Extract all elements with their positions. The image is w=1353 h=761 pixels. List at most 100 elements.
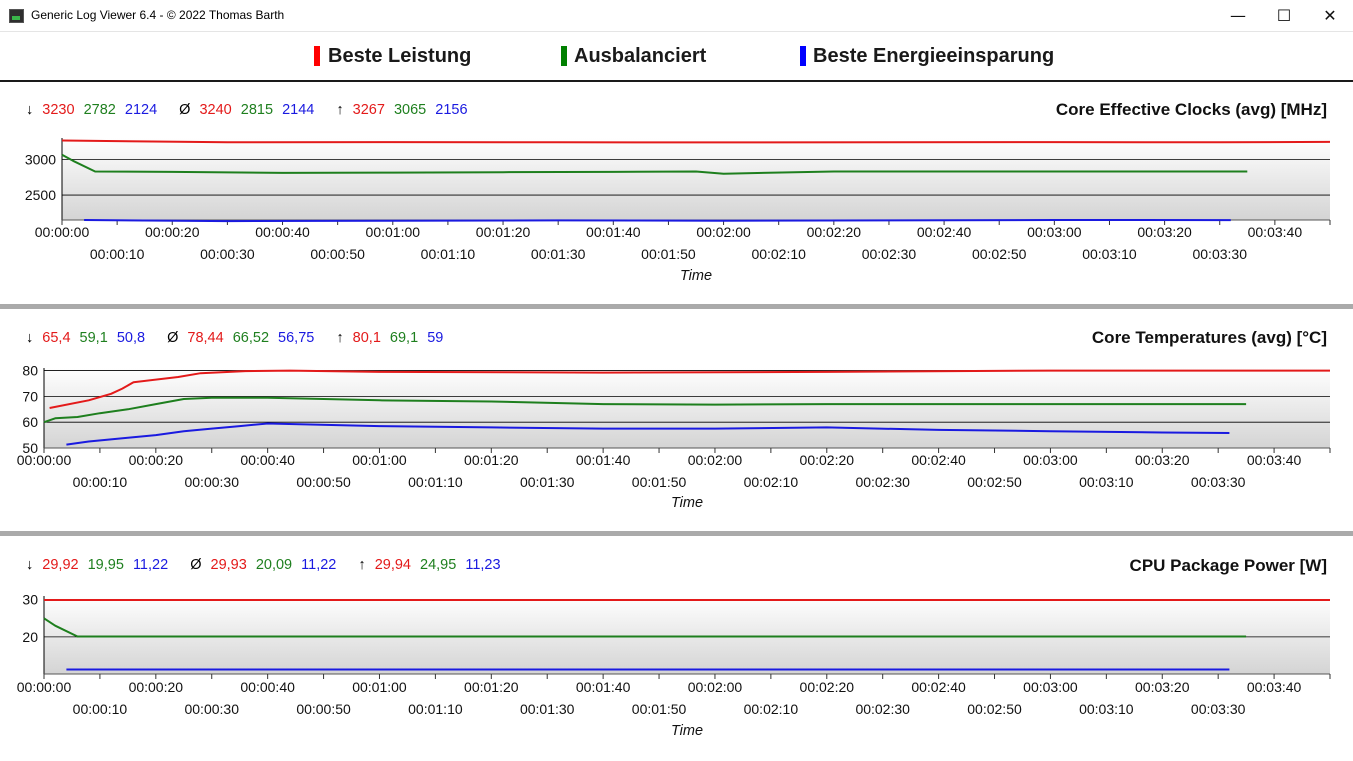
stat-min-blue: 11,22: [132, 557, 169, 573]
x-tick-label: 00:01:00: [366, 224, 421, 240]
x-tick-label: 00:00:20: [129, 452, 184, 468]
y-tick-label: 80: [22, 363, 38, 379]
x-tick-label: 00:02:40: [911, 452, 966, 468]
x-tick-label: 00:01:50: [632, 701, 687, 717]
stat-min-blue: 50,8: [116, 330, 146, 346]
stat-min-red: 29,92: [42, 557, 79, 573]
stat-max-red: 3267: [352, 102, 385, 118]
y-tick-label: 3000: [25, 151, 56, 167]
x-tick-label: 00:00:00: [35, 224, 90, 240]
chart-core-temperatures[interactable]: 50 60 70 80 00:00:00 00:00:20 00:00:40 00:01:00…: [0, 350, 1353, 530]
legend-label-beste-energieeinsparung: Beste Energieeinsparung: [813, 45, 1055, 67]
x-axis-title: Time: [671, 495, 703, 511]
stat-avg-green: 2815: [240, 102, 274, 118]
chart-core-clocks[interactable]: 2500 3000 00:00:00 00:00:20 00:00:40 00:01:00…: [0, 120, 1353, 300]
x-tick-label: 00:01:00: [352, 452, 407, 468]
series-line-beste-energieeinsparung: [66, 422, 1230, 446]
x-tick-label: 00:02:20: [807, 224, 862, 240]
avg-symbol: Ø: [190, 557, 202, 573]
x-tick-label: 00:01:30: [531, 246, 586, 262]
app-icon: [9, 9, 24, 23]
panel-divider[interactable]: [0, 531, 1353, 536]
x-tick-label: 00:00:30: [184, 474, 239, 490]
x-tick-label: 00:00:40: [240, 679, 295, 695]
stat-avg-red: 29,93: [210, 557, 247, 573]
stat-max-red: 80,1: [352, 330, 381, 346]
x-tick-label: 00:00:20: [129, 679, 184, 695]
max-symbol: ↑: [336, 330, 344, 346]
x-tick-label: 00:02:40: [911, 679, 966, 695]
stat-max-green: 3065: [393, 102, 427, 118]
x-tick-label: 00:02:50: [972, 246, 1027, 262]
legend: Beste Leistung Ausbalanciert Beste Energ…: [0, 32, 1353, 82]
x-tick-label: 00:03:40: [1247, 679, 1302, 695]
series-line-beste-leistung: [49, 369, 1330, 409]
window-title: Generic Log Viewer 6.4 - © 2022 Thomas B…: [31, 8, 285, 22]
x-tick-label: 00:00:30: [184, 701, 239, 717]
x-tick-label: 00:01:40: [576, 452, 631, 468]
stat-avg-green: 66,52: [232, 330, 270, 346]
x-tick-label: 00:01:50: [632, 474, 687, 490]
stat-avg-green: 20,09: [255, 557, 293, 573]
x-tick-label: 00:00:00: [17, 679, 72, 695]
x-tick-label: 00:01:10: [408, 701, 463, 717]
series-line-ausbalanciert: [43, 396, 1247, 424]
x-tick-label: 00:02:30: [855, 701, 910, 717]
x-tick-label: 00:00:10: [73, 701, 128, 717]
stat-avg-red: 78,44: [187, 330, 224, 346]
panel-divider[interactable]: [0, 304, 1353, 309]
stat-min-green: 2782: [83, 102, 116, 118]
y-tick-label: 50: [22, 440, 38, 456]
x-tick-label: 00:01:40: [586, 224, 641, 240]
x-tick-label: 00:01:10: [421, 246, 476, 262]
x-tick-label: 00:03:40: [1247, 452, 1302, 468]
x-tick-label: 00:03:30: [1192, 246, 1247, 262]
x-tick-label: 00:00:40: [240, 452, 295, 468]
stats-temperatures: ↓ 65,4 59,1 50,8 Ø 78,44 66,52 56,75 ↑ 8…: [26, 330, 448, 346]
x-tick-label: 00:03:10: [1079, 474, 1134, 490]
x-tick-label: 00:01:20: [464, 679, 519, 695]
x-tick-label: 00:02:00: [688, 679, 743, 695]
minimize-button[interactable]: —: [1230, 6, 1246, 25]
x-tick-label: 00:01:50: [641, 246, 696, 262]
title-bar: Generic Log Viewer 6.4 - © 2022 Thomas B…: [0, 0, 1353, 32]
x-tick-label: 00:03:30: [1191, 474, 1246, 490]
x-tick-label: 00:02:20: [800, 452, 855, 468]
x-tick-label: 00:03:40: [1248, 224, 1303, 240]
x-tick-label: 00:00:00: [17, 452, 72, 468]
x-tick-label: 00:02:00: [696, 224, 751, 240]
x-tick-label: 00:01:40: [576, 679, 631, 695]
x-tick-label: 00:03:00: [1027, 224, 1082, 240]
stats-power: ↓ 29,92 19,95 11,22 Ø 29,93 20,09 11,22 …: [26, 557, 506, 573]
x-tick-label: 00:01:00: [352, 679, 407, 695]
legend-label-beste-leistung: Beste Leistung: [328, 45, 472, 67]
stat-min-green: 59,1: [79, 330, 108, 346]
x-axis-title: Time: [671, 723, 703, 739]
panel-title-clocks: Core Effective Clocks (avg) [MHz]: [1055, 100, 1327, 119]
y-tick-label: 20: [22, 629, 38, 645]
legend-swatch-blue: [800, 46, 806, 66]
x-tick-label: 00:02:40: [917, 224, 972, 240]
close-button[interactable]: ✕: [1323, 6, 1337, 25]
x-tick-label: 00:03:30: [1191, 701, 1246, 717]
x-tick-label: 00:02:10: [744, 474, 799, 490]
stat-min-red: 65,4: [42, 330, 71, 346]
plot-area: [62, 138, 1330, 220]
x-tick-label: 00:00:30: [200, 246, 255, 262]
x-tick-label: 00:01:30: [520, 701, 575, 717]
x-tick-label: 00:02:50: [967, 701, 1022, 717]
max-symbol: ↑: [358, 557, 366, 573]
x-tick-label: 00:00:10: [90, 246, 145, 262]
x-tick-label: 00:00:50: [296, 701, 351, 717]
stat-max-green: 24,95: [420, 557, 457, 573]
plot-area: [44, 368, 1330, 448]
y-tick-label: 2500: [25, 187, 56, 203]
stat-avg-blue: 11,22: [301, 557, 337, 573]
stat-avg-blue: 2144: [282, 102, 315, 118]
min-symbol: ↓: [26, 557, 34, 573]
maximize-button[interactable]: ☐: [1276, 6, 1292, 25]
legend-label-ausbalanciert: Ausbalanciert: [574, 45, 707, 67]
x-tick-label: 00:02:30: [855, 474, 910, 490]
panel-title-temperatures: Core Temperatures (avg) [°C]: [1091, 328, 1327, 347]
